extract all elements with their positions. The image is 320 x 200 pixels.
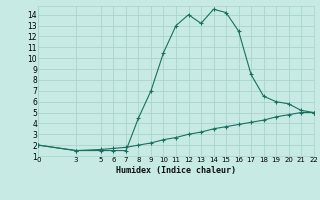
X-axis label: Humidex (Indice chaleur): Humidex (Indice chaleur): [116, 166, 236, 175]
